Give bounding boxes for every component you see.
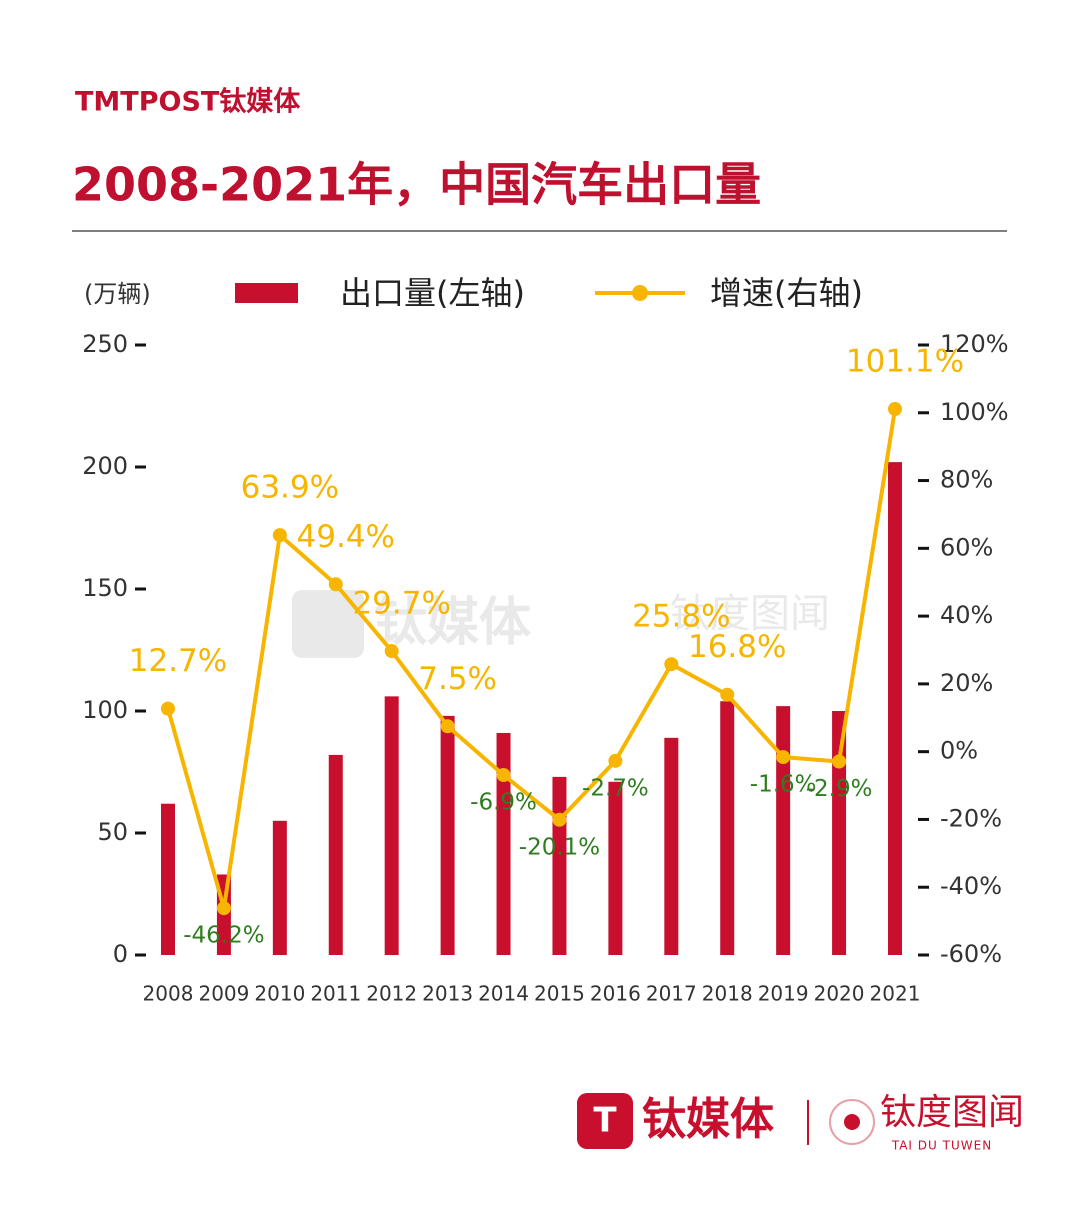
x-tick-label: 2018: [702, 982, 753, 1006]
legend-label: 出口量(左轴): [340, 274, 525, 312]
data-label: 63.9%: [241, 470, 339, 506]
y2-tick-label: 60%: [940, 533, 993, 561]
data-label: -2.7%: [582, 775, 649, 801]
x-tick-label: 2013: [422, 982, 473, 1006]
line-point: [832, 754, 847, 769]
watermark-text: 钛媒体: [375, 593, 531, 653]
line-point: [161, 701, 175, 716]
legend-label: 增速(右轴): [710, 274, 863, 312]
data-label: 16.8%: [688, 629, 786, 665]
y2-tick-label: 0%: [940, 737, 978, 765]
footer-sub-brand: 钛度图闻: [880, 1092, 1024, 1133]
watermark-icon: [292, 590, 364, 658]
footer-sub-icon: [829, 1099, 875, 1145]
x-tick-label: 2010: [254, 982, 305, 1006]
y-tick-label: 200: [82, 452, 128, 480]
x-tick-label: 2020: [814, 982, 865, 1006]
data-label: 29.7%: [352, 586, 450, 622]
line: [166, 408, 897, 911]
bar: [272, 820, 287, 955]
y2-tick-label: 20%: [940, 669, 993, 697]
data-label: -1.6%: [750, 772, 817, 798]
x-tick-label: 2011: [310, 982, 361, 1006]
footer-sub-icon-dot: [844, 1114, 860, 1130]
bar: [328, 754, 343, 955]
line-point: [664, 657, 679, 672]
y-tick-label: 150: [82, 574, 128, 602]
line-point: [608, 753, 623, 768]
bar: [161, 803, 175, 955]
bar: [720, 701, 735, 955]
bar: [552, 776, 567, 955]
bar: [608, 781, 623, 955]
data-label: -46.2%: [183, 923, 264, 949]
legend-point: [632, 285, 648, 301]
data-label: -6.9%: [470, 790, 537, 816]
y2-tick-label: 120%: [940, 330, 1009, 358]
x-tick-label: 2009: [198, 982, 249, 1006]
bar: [384, 696, 399, 955]
bar: [664, 737, 679, 955]
legend-swatch: [235, 283, 298, 303]
bar: [776, 706, 791, 955]
watermark-text: 钛度图闻: [670, 591, 830, 637]
y-tick-label: 250: [82, 330, 128, 358]
y2-tick-label: 40%: [940, 601, 993, 629]
line-point: [328, 577, 343, 592]
x-tick-label: 2014: [478, 982, 529, 1006]
data-label: 25.8%: [632, 599, 730, 635]
bar: [832, 711, 847, 955]
footer-icon: [577, 1093, 633, 1149]
line-point: [496, 768, 511, 783]
x-tick-label: 2016: [590, 982, 641, 1006]
y2-tick-label: 80%: [940, 466, 993, 494]
y-tick-label: 50: [97, 818, 128, 846]
footer-sub-brand-en: TAI DU TUWEN: [891, 1139, 992, 1153]
x-tick-label: 2008: [143, 982, 194, 1006]
data-label: 12.7%: [129, 643, 227, 679]
data-label: -20.1%: [519, 834, 600, 860]
bar: [888, 462, 902, 955]
y2-tick-label: -60%: [940, 940, 1002, 968]
line-point: [216, 901, 231, 916]
x-tick-label: 2015: [534, 982, 585, 1006]
line-point: [776, 750, 791, 765]
y2-tick-label: 100%: [940, 398, 1009, 426]
y2-tick-label: -40%: [940, 872, 1002, 900]
x-tick-label: 2012: [366, 982, 417, 1006]
data-label: 49.4%: [297, 519, 395, 555]
x-tick-label: 2019: [758, 982, 809, 1006]
x-tick-label: 2017: [646, 982, 697, 1006]
line-point: [440, 719, 455, 734]
watermark: 钛媒体 钛度图闻: [292, 590, 830, 658]
y-axis-label: (万辆): [84, 280, 151, 308]
y-tick-label: 100: [82, 696, 128, 724]
data-label: 7.5%: [418, 661, 497, 697]
line-point: [384, 644, 399, 659]
data-label: -2.9%: [806, 776, 873, 802]
x-tick-label: 2021: [870, 982, 921, 1006]
y-tick-label: 0: [113, 940, 128, 968]
bar: [440, 715, 455, 955]
line-point: [888, 402, 902, 417]
logo: TMTPOST钛媒体: [75, 86, 301, 118]
line-point: [720, 687, 735, 702]
data-label: 101.1%: [846, 344, 964, 380]
line-point: [552, 812, 567, 827]
bar: [496, 732, 511, 955]
chart-title: 2008-2021年，中国汽车出口量: [72, 158, 761, 212]
footer-icon-glyph: T: [593, 1101, 617, 1141]
y2-tick-label: -20%: [940, 804, 1002, 832]
line-point: [272, 528, 287, 543]
footer-brand: 钛媒体: [642, 1094, 774, 1145]
